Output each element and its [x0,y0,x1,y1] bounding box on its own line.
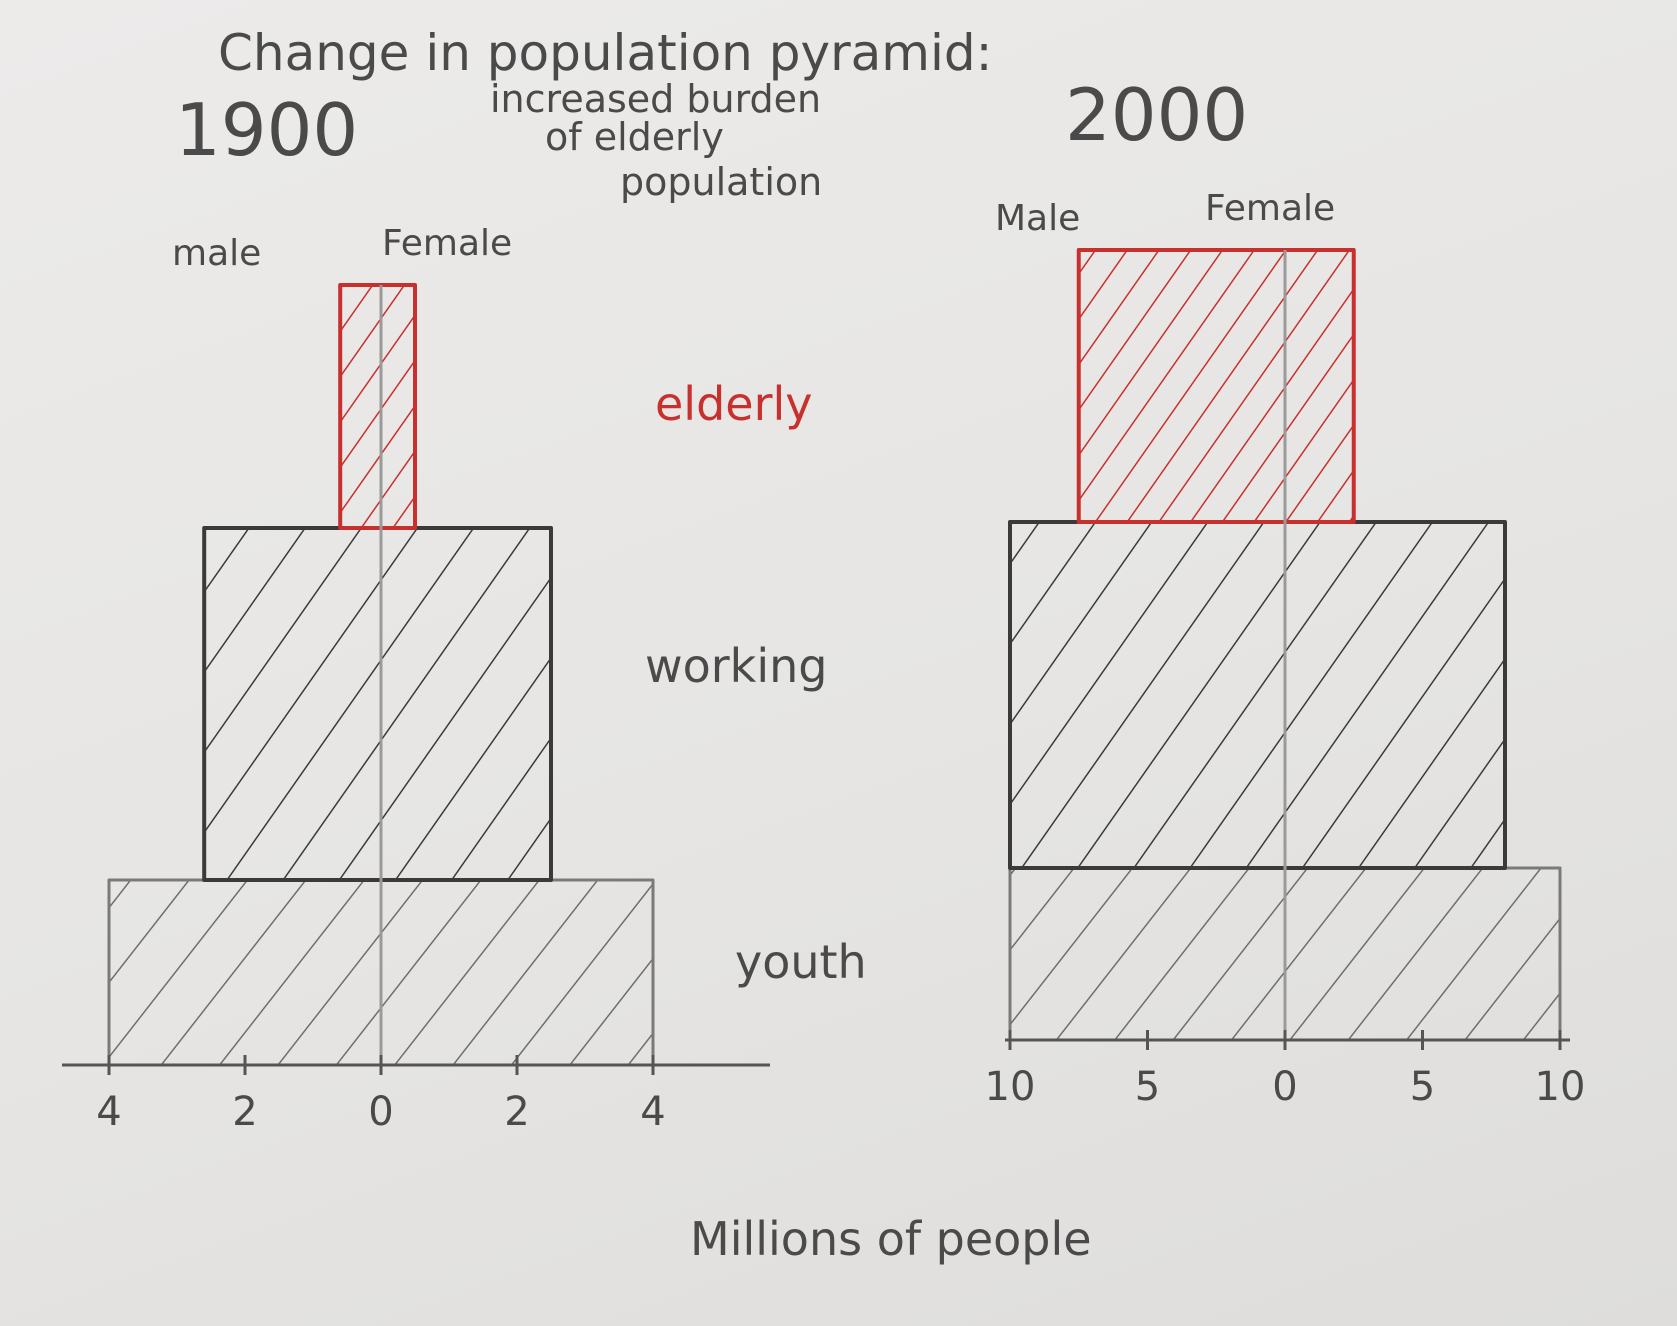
x-tick-label-1900-2: 0 [368,1089,393,1135]
subtitle-line-1: increased burden [490,77,821,121]
x-tick-label-1900-0: 4 [96,1089,121,1135]
bar-1900-male-youth [109,880,381,1065]
group-label-youth: youth [735,935,867,989]
x-tick-label-2000-3: 5 [1410,1064,1435,1110]
bar-outline-2000-elderly [1076,248,1356,524]
bar-2000-male-youth [1010,868,1285,1040]
bar-2000-female-youth [1285,868,1560,1040]
bar-1900-male-elderly [340,285,381,528]
x-tick-label-1900-1: 2 [232,1089,257,1135]
pyramid-chart-2000: 2000 Male Female 10 5 0 5 10 [985,73,1586,1110]
pyramid-chart-1900: 1900 male Female 4 2 0 2 4 [62,88,770,1135]
bar-outline-1900-elderly [338,283,418,530]
group-label-working: working [645,639,827,693]
bar-1900-male-working [204,528,381,880]
subtitle-line-3: population [620,160,822,204]
bar-1900-female-youth [381,880,653,1065]
x-tick-label-2000-4: 10 [1535,1064,1586,1110]
x-tick-label-1900-4: 4 [640,1089,665,1135]
x-tick-label-2000-2: 0 [1272,1064,1297,1110]
side-label-female-1900: Female [382,223,512,264]
figure-title: Change in population pyramid: [218,24,992,82]
x-tick-label-1900-3: 2 [504,1089,529,1135]
side-label-female-2000: Female [1205,188,1335,229]
side-label-male-2000: Male [995,198,1080,239]
bar-1900-female-working [381,528,551,880]
chart-title-2000: 2000 [1065,73,1248,157]
side-label-male-1900: male [172,233,261,274]
bar-2000-female-working [1285,522,1505,868]
group-label-elderly: elderly [655,377,813,431]
x-tick-label-2000-1: 5 [1135,1064,1160,1110]
bar-2000-male-elderly [1078,250,1285,522]
bar-1900-female-elderly [381,285,415,528]
bar-2000-male-working [1010,522,1285,868]
subtitle-line-2: of elderly [545,115,724,159]
chart-title-1900: 1900 [175,88,358,172]
x-axis-label: Millions of people [690,1212,1092,1266]
bar-2000-female-elderly [1285,250,1354,522]
x-tick-label-2000-0: 10 [985,1064,1036,1110]
